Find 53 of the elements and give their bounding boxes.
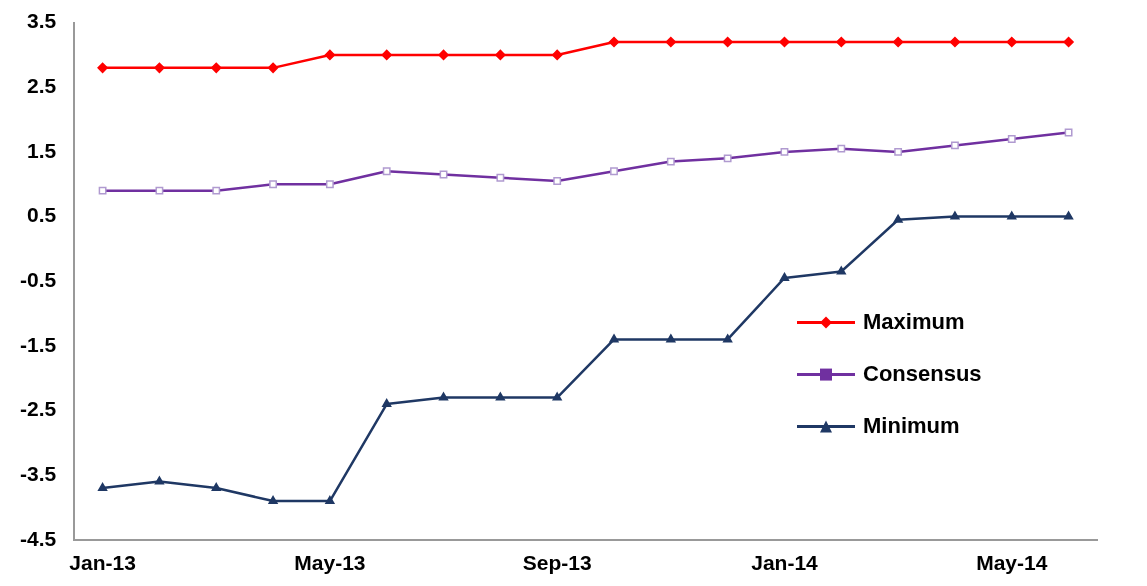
point	[438, 49, 449, 61]
point	[154, 62, 165, 74]
y-tick-label: 1.5	[26, 138, 57, 162]
point	[892, 36, 904, 48]
point	[495, 392, 506, 401]
y-tick-label: 2.5	[26, 74, 57, 98]
point	[325, 495, 335, 505]
point	[949, 36, 961, 48]
legend-label: Maximum	[863, 308, 965, 334]
point	[666, 334, 676, 343]
point	[665, 36, 677, 48]
legend-label: Consensus	[863, 360, 982, 386]
point	[1063, 211, 1074, 220]
point	[495, 49, 506, 61]
point	[608, 36, 620, 48]
point	[723, 334, 733, 343]
point	[609, 334, 619, 343]
point	[722, 36, 733, 48]
point	[211, 482, 221, 492]
point	[779, 36, 790, 48]
point	[210, 62, 222, 74]
point	[779, 272, 790, 281]
point	[836, 36, 847, 48]
y-tick-label: -1.5	[20, 332, 57, 356]
y-tick-label: -3.5	[20, 461, 57, 485]
point	[893, 214, 903, 223]
point	[1007, 211, 1017, 220]
x-tick-label: Sep-13	[522, 551, 592, 575]
point	[382, 398, 392, 408]
point	[1063, 36, 1074, 48]
x-tick-label: May-14	[976, 551, 1048, 575]
point	[552, 392, 562, 401]
x-tick-label: May-13	[294, 551, 366, 575]
legend-label: Minimum	[863, 412, 960, 438]
point	[97, 482, 108, 492]
point	[438, 392, 449, 401]
y-tick-label: -2.5	[20, 397, 57, 421]
point	[267, 62, 279, 74]
point	[268, 495, 278, 505]
y-tick-label: -0.5	[20, 268, 57, 291]
y-tick-label: 3.5	[26, 9, 57, 33]
point	[551, 49, 563, 61]
point	[154, 476, 165, 485]
x-tick-label: Jan-14	[751, 551, 819, 575]
point	[950, 211, 960, 220]
point	[381, 49, 392, 61]
point	[97, 62, 108, 74]
point	[324, 49, 336, 61]
point	[836, 266, 846, 275]
y-tick-label: -4.5	[20, 526, 57, 550]
x-tick-label: Jan-13	[69, 551, 136, 575]
y-tick-label: 0.5	[26, 203, 57, 227]
point	[1006, 36, 1018, 48]
